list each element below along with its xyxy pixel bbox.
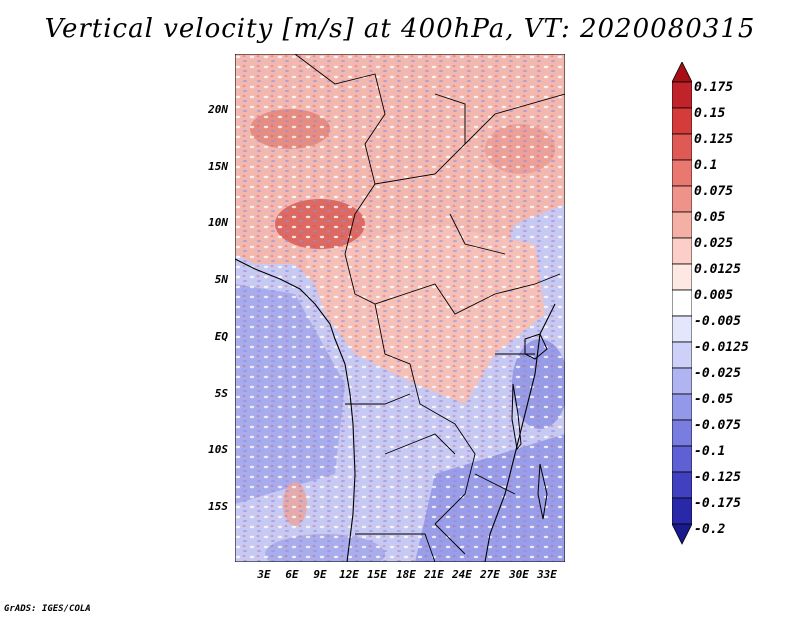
colorbar-swatch xyxy=(672,367,692,395)
lon-label-21e: 21E xyxy=(424,568,444,581)
colorbar-label: 0.0125 xyxy=(694,262,741,277)
lake-tanganyika xyxy=(511,383,522,451)
colorbar-label: 0.125 xyxy=(694,132,734,147)
colorbar-bottom-arrow xyxy=(672,523,692,545)
colorbar-label: -0.125 xyxy=(694,470,741,485)
colorbar-label: 0.05 xyxy=(694,210,726,225)
colorbar-label: -0.0125 xyxy=(694,340,749,355)
colorbar-label: 0.025 xyxy=(694,236,734,251)
colorbar-swatch xyxy=(672,237,692,265)
lat-label-5n: 5N xyxy=(214,273,228,286)
lat-label-15n: 15N xyxy=(208,160,228,173)
lat-label-5s: 5S xyxy=(214,387,228,400)
lat-label-15s: 15S xyxy=(208,500,228,513)
colorbar-swatch xyxy=(672,497,692,525)
lon-label-12e: 12E xyxy=(339,568,359,581)
colorbar xyxy=(672,62,692,545)
colorbar-swatch xyxy=(672,185,692,213)
coastline xyxy=(235,258,356,562)
colorbar-swatch xyxy=(672,393,692,421)
lat-label-10s: 10S xyxy=(208,443,228,456)
colorbar-swatch xyxy=(672,315,692,343)
lon-label-27e: 27E xyxy=(480,568,500,581)
colorbar-label: -0.2 xyxy=(694,522,726,537)
colorbar-top-arrow xyxy=(672,62,692,83)
colorbar-label: -0.1 xyxy=(694,444,726,459)
lon-label-9e: 9E xyxy=(313,568,327,581)
vertical-velocity-map xyxy=(235,54,565,562)
lon-label-15e: 15E xyxy=(367,568,387,581)
colorbar-swatch xyxy=(672,471,692,499)
lon-label-30e: 30E xyxy=(509,568,529,581)
lon-label-3e: 3E xyxy=(257,568,271,581)
colorbar-label: 0.1 xyxy=(694,158,718,173)
colorbar-swatch xyxy=(672,341,692,369)
lake-malawi xyxy=(537,463,548,520)
lat-label-10n: 10N xyxy=(208,216,228,229)
colorbar-label: 0.175 xyxy=(694,80,734,95)
lake-victoria xyxy=(524,333,548,360)
colorbar-swatch xyxy=(672,107,692,135)
colorbar-label: -0.175 xyxy=(694,496,741,511)
colorbar-swatch xyxy=(672,81,692,109)
colorbar-label: -0.025 xyxy=(694,366,741,381)
credit-text: GrADS: IGES/COLA xyxy=(4,604,91,614)
colorbar-swatch xyxy=(672,445,692,473)
country-borders xyxy=(294,54,565,562)
lat-label-eq: EQ xyxy=(214,330,228,343)
colorbar-swatch xyxy=(672,133,692,161)
colorbar-label: -0.075 xyxy=(694,418,741,433)
colorbar-label: -0.05 xyxy=(694,392,734,407)
colorbar-swatch xyxy=(672,289,692,317)
lon-label-24e: 24E xyxy=(452,568,472,581)
colorbar-swatch xyxy=(672,159,692,187)
colorbar-label: 0.075 xyxy=(694,184,734,199)
lon-label-18e: 18E xyxy=(396,568,416,581)
colorbar-swatch xyxy=(672,263,692,291)
colorbar-label: 0.15 xyxy=(694,106,726,121)
colorbar-label: -0.005 xyxy=(694,314,741,329)
lon-label-6e: 6E xyxy=(285,568,299,581)
colorbar-label: 0.005 xyxy=(694,288,734,303)
colorbar-swatch xyxy=(672,419,692,447)
lat-label-20n: 20N xyxy=(208,103,228,116)
map-title: Vertical velocity [m/s] at 400hPa, VT: 2… xyxy=(44,14,756,44)
lon-label-33e: 33E xyxy=(537,568,557,581)
colorbar-swatch xyxy=(672,211,692,239)
